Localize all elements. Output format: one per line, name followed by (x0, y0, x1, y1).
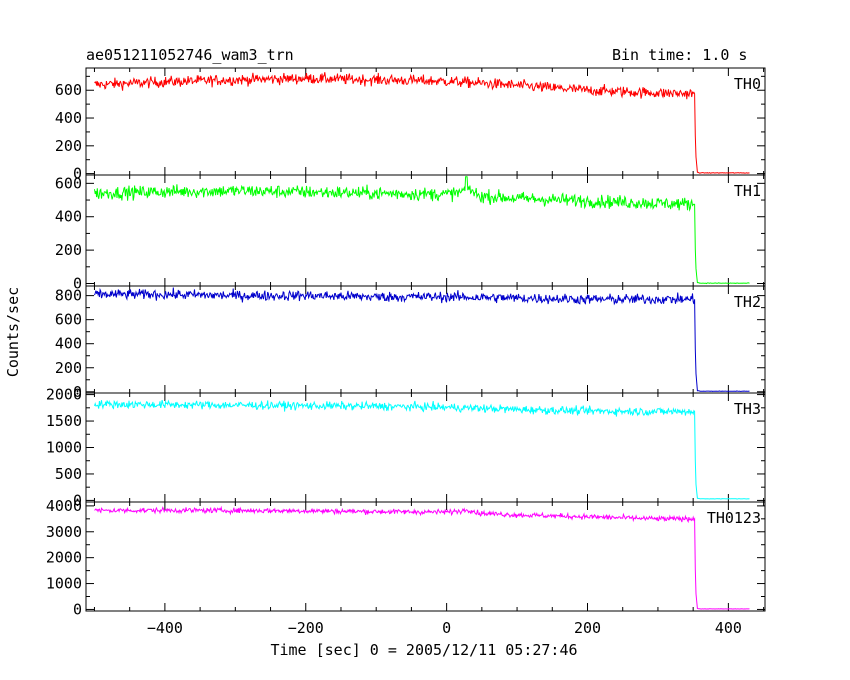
panel-frame (85, 67, 766, 176)
x-tick-label: −400 (147, 619, 183, 637)
y-tick-label: 0 (73, 165, 82, 183)
y-tick-label: 200 (55, 359, 82, 377)
panel-th0123: 0 1000 2000 3000 4000 TH0123 (46, 497, 766, 618)
panel-label: TH0 (734, 75, 761, 93)
panel-th3: 0 500 1000 1500 2000 TH3 (46, 386, 766, 509)
y-tick-label: 600 (55, 81, 82, 99)
panel-label: TH1 (734, 182, 761, 200)
y-axis-label: Counts/sec (4, 287, 22, 377)
series-th0123 (94, 505, 750, 610)
y-tick-label: 500 (55, 465, 82, 483)
y-tick-label: 800 (55, 287, 82, 305)
y-tick-label: 0 (73, 491, 82, 509)
y-tick-label: 400 (55, 335, 82, 353)
y-tick-label: 1000 (46, 439, 82, 457)
panel-th2: 0 200 400 600 800 TH2 (55, 285, 766, 401)
y-tick-label: 600 (55, 311, 82, 329)
y-tick-label: 2000 (46, 386, 82, 404)
series-th2 (94, 287, 750, 392)
y-tick-label: 1000 (46, 575, 82, 593)
y-tick-label: 400 (55, 109, 82, 127)
y-tick-label: 200 (55, 241, 82, 259)
panel-th1: 0 200 400 600 TH1 (55, 174, 766, 292)
y-tick-label: 600 (55, 174, 82, 192)
panel-label: TH0123 (707, 509, 761, 527)
series-th3 (94, 399, 750, 500)
y-tick-label: 400 (55, 208, 82, 226)
bin-time-label: Bin time: 1.0 s (612, 46, 748, 64)
panel-frame (85, 501, 766, 612)
series-th0 (94, 72, 750, 174)
y-tick-label: 0 (73, 274, 82, 292)
y-tick-label: 1500 (46, 412, 82, 430)
panel-label: TH3 (734, 400, 761, 418)
y-tick-label: 0 (73, 383, 82, 401)
series-th1 (94, 176, 750, 285)
x-tick-label: 200 (574, 619, 601, 637)
x-axis-label: Time [sec] 0 = 2005/12/11 05:27:46 (270, 641, 577, 659)
y-tick-label: 2000 (46, 549, 82, 567)
x-tick-label: 400 (715, 619, 742, 637)
panel-label: TH2 (734, 293, 761, 311)
chart-title: ae051211052746_wam3_trn (86, 46, 294, 64)
y-tick-label: 4000 (46, 497, 82, 515)
panel-th0: 0 200 400 600 TH0 (55, 67, 766, 183)
y-tick-label: 0 (73, 600, 82, 618)
x-tick-label: 0 (442, 619, 451, 637)
x-tick-label: −200 (288, 619, 324, 637)
y-tick-label: 200 (55, 137, 82, 155)
y-tick-label: 3000 (46, 523, 82, 541)
